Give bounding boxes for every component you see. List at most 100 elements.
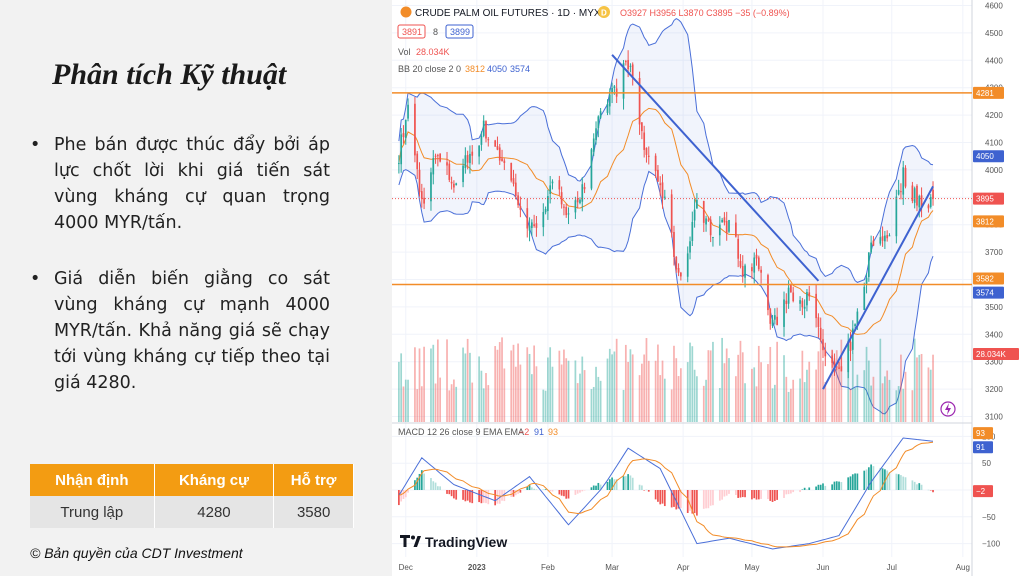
candle-body xyxy=(448,163,451,180)
time-tick-label: Apr xyxy=(677,563,690,572)
candle-body xyxy=(496,146,499,150)
volume-bar xyxy=(776,341,778,422)
volume-bar xyxy=(741,352,744,422)
macd-histogram-bar xyxy=(787,490,790,495)
macd-histogram-bar xyxy=(693,490,696,514)
candlesticks xyxy=(398,50,934,379)
macd-histogram-bar xyxy=(641,485,643,490)
macd-histogram-bar xyxy=(565,490,568,499)
candle-body xyxy=(799,300,801,304)
candle-body xyxy=(613,86,616,89)
outlook-table: Nhận định Kháng cự Hỗ trợ Trung lập 4280… xyxy=(30,464,354,528)
volume-bar xyxy=(416,389,419,422)
price-chart[interactable]: 3100320033003400350036003700380039004000… xyxy=(392,0,1024,576)
volume-bar xyxy=(721,337,723,422)
candle-body xyxy=(581,184,584,202)
volume-bar xyxy=(854,387,856,422)
price-tick-label: 4200 xyxy=(985,111,1003,120)
volume-bar xyxy=(847,344,850,422)
macd-histogram-bar xyxy=(767,490,769,500)
macd-histogram-bar xyxy=(753,490,756,499)
volume-bar xyxy=(560,364,563,422)
macd-tick-label: −100 xyxy=(982,540,1001,549)
volume-bar xyxy=(565,358,568,422)
macd-histogram-bar xyxy=(927,489,930,491)
horizontal-levels xyxy=(392,92,972,286)
volume-bar xyxy=(592,386,595,422)
macd-histogram-bar xyxy=(599,484,602,490)
bb-lower-line xyxy=(398,169,934,415)
macd-histogram-bar xyxy=(567,490,570,499)
volume-tag-bg xyxy=(973,348,1019,360)
volume-bar xyxy=(446,339,448,422)
volume-bar xyxy=(689,342,691,422)
macd-histogram-bar xyxy=(675,490,678,510)
volume-bar xyxy=(514,366,517,422)
volume-bar xyxy=(420,386,423,422)
candle-body xyxy=(741,266,744,276)
volume-bar xyxy=(659,375,662,422)
volume-bar xyxy=(400,353,403,422)
macd-histogram-bar xyxy=(595,485,597,490)
volume-bar xyxy=(434,383,437,422)
resistance-tag-bg xyxy=(973,86,1004,99)
candle-body xyxy=(904,167,907,187)
macd-histogram-bar xyxy=(645,489,648,491)
macd-histogram-bar xyxy=(801,489,804,490)
volume-bar xyxy=(519,364,522,422)
candle-body xyxy=(576,198,579,203)
price-tick-label: 3500 xyxy=(985,303,1003,312)
macd-histogram-bar xyxy=(494,490,497,506)
volume-bar xyxy=(693,369,696,422)
macd-histogram-bar xyxy=(496,490,499,504)
macd-histogram-bar xyxy=(420,470,423,490)
macd-histogram-bar xyxy=(643,490,646,491)
macd-signal-tag: 93 xyxy=(976,429,985,438)
macd-histogram-bar xyxy=(528,485,531,490)
candle-body xyxy=(702,201,705,223)
candle-body xyxy=(647,155,650,158)
volume-bar xyxy=(767,364,769,422)
candle-body xyxy=(547,196,549,212)
volume-bar xyxy=(641,363,643,422)
price-tick-label: 4100 xyxy=(985,138,1003,147)
macd-histogram-bar xyxy=(838,481,840,490)
sell-button[interactable] xyxy=(397,24,426,39)
candle-body xyxy=(870,242,872,253)
volume-bar xyxy=(512,344,515,422)
candle-body xyxy=(480,135,483,145)
candle-body xyxy=(560,192,563,205)
candle-body xyxy=(723,217,726,223)
candle-body xyxy=(879,237,882,244)
candle-body xyxy=(790,284,792,293)
volume-bar xyxy=(579,373,581,422)
macd-histogram-bar xyxy=(647,490,650,492)
candle-body xyxy=(806,292,808,306)
volume-bar xyxy=(583,370,586,422)
macd-histogram-bar xyxy=(702,490,705,509)
volume-bar xyxy=(638,375,641,422)
analysis-panel: Phân tích Kỹ thuật • Phe bán được thúc đ… xyxy=(0,0,392,576)
bb-upper-tag: 4050 xyxy=(976,152,994,161)
candle-body xyxy=(751,267,753,272)
macd-histogram-bar xyxy=(806,489,808,490)
bb-fill xyxy=(398,18,933,414)
volume-bar xyxy=(712,341,714,422)
macd-histogram-bar xyxy=(533,488,535,490)
candle-body xyxy=(549,185,552,194)
candle-body xyxy=(404,119,407,139)
volume-bar xyxy=(581,356,584,422)
buy-button[interactable] xyxy=(445,24,474,39)
candle-body xyxy=(677,267,680,273)
bullet-text: Giá diễn biến giằng co sát vùng kháng cự… xyxy=(54,269,330,393)
macd-histogram-bar xyxy=(657,490,659,502)
bb-lower-tag-bg xyxy=(973,286,1004,299)
volume-bar xyxy=(904,371,907,422)
symbol-title[interactable]: CRUDE PALM OIL FUTURES · 1D · MYX xyxy=(415,8,601,19)
macd-histogram-bar xyxy=(583,490,586,491)
candle-body xyxy=(822,339,824,351)
volume-bar xyxy=(439,377,442,422)
candle-body xyxy=(916,185,918,206)
macd-histogram-bar xyxy=(744,490,746,498)
candle-body xyxy=(693,209,696,221)
